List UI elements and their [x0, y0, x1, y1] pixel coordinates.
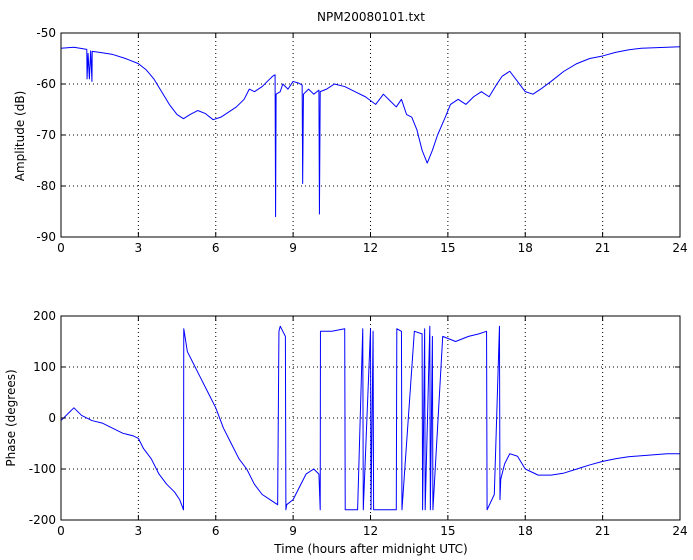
amplitude-ytick-label: -80 — [36, 179, 56, 193]
amplitude-xtick-label: 21 — [595, 241, 610, 255]
amplitude-ylabel: Amplitude (dB) — [13, 91, 27, 182]
phase-ytick-label: 200 — [33, 309, 56, 323]
amplitude-xtick-label: 15 — [440, 241, 455, 255]
phase-ytick-label: -200 — [29, 513, 56, 527]
amplitude-xtick-label: 0 — [57, 241, 65, 255]
amplitude-xtick-label: 18 — [518, 241, 533, 255]
phase-xtick-label: 12 — [363, 524, 378, 538]
phase-ticks: 0 3 6 9 12 15 18 21 24 -200 -100 0 100 200 — [29, 309, 688, 538]
amplitude-ytick-label: -50 — [36, 26, 56, 40]
amplitude-ytick-label: -60 — [36, 77, 56, 91]
phase-ytick-label: -100 — [29, 462, 56, 476]
phase-xtick-label: 9 — [289, 524, 297, 538]
phase-ytick-label: 100 — [33, 360, 56, 374]
amplitude-xtick-label: 24 — [672, 241, 687, 255]
phase-xtick-label: 21 — [595, 524, 610, 538]
phase-xtick-label: 3 — [135, 524, 143, 538]
phase-xtick-label: 18 — [518, 524, 533, 538]
phase-xtick-label: 24 — [672, 524, 687, 538]
amplitude-ytick-label: -90 — [36, 230, 56, 244]
amplitude-xtick-label: 9 — [289, 241, 297, 255]
amplitude-plot: NPM20080101.txt Amplitude (dB) 0 3 6 9 12 15 1… — [13, 10, 688, 255]
phase-xtick-label: 6 — [212, 524, 220, 538]
phase-ylabel: Phase (degrees) — [4, 369, 18, 466]
amplitude-xtick-label: 6 — [212, 241, 220, 255]
phase-xtick-label: 15 — [440, 524, 455, 538]
amplitude-ytick-label: -70 — [36, 128, 56, 142]
phase-plot: Phase (degrees) Time (hours after midnig… — [4, 309, 688, 556]
amplitude-series-group — [60, 46, 681, 218]
amplitude-title: NPM20080101.txt — [317, 10, 425, 24]
amplitude-xtick-label: 3 — [135, 241, 143, 255]
phase-xlabel: Time (hours after midnight UTC) — [273, 542, 467, 556]
phase-ytick-label: 0 — [48, 411, 56, 425]
amplitude-xtick-label: 12 — [363, 241, 378, 255]
phase-series-group — [60, 325, 680, 511]
amplitude-ticks: 0 3 6 9 12 15 18 21 24 -90 -80 -70 -60 -50 — [36, 26, 687, 255]
phase-series-line-0 — [60, 325, 680, 511]
phase-xtick-label: 0 — [57, 524, 65, 538]
amplitude-series-line-0 — [60, 46, 681, 218]
